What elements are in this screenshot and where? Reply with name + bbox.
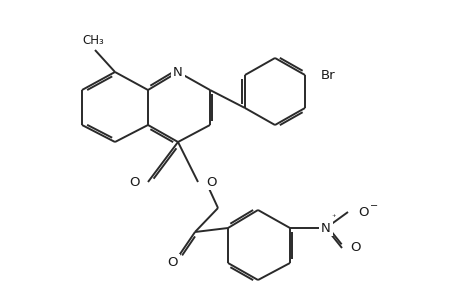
Text: Br: Br (320, 68, 335, 82)
Text: O: O (129, 176, 140, 188)
Text: O: O (349, 242, 360, 254)
Text: −: − (369, 201, 377, 211)
Text: O: O (168, 256, 178, 268)
Text: O: O (206, 176, 216, 188)
Text: O: O (357, 206, 368, 218)
Text: N: N (320, 221, 330, 235)
Text: N: N (173, 65, 183, 79)
Text: ⁺: ⁺ (330, 213, 335, 222)
Text: CH₃: CH₃ (82, 34, 104, 47)
